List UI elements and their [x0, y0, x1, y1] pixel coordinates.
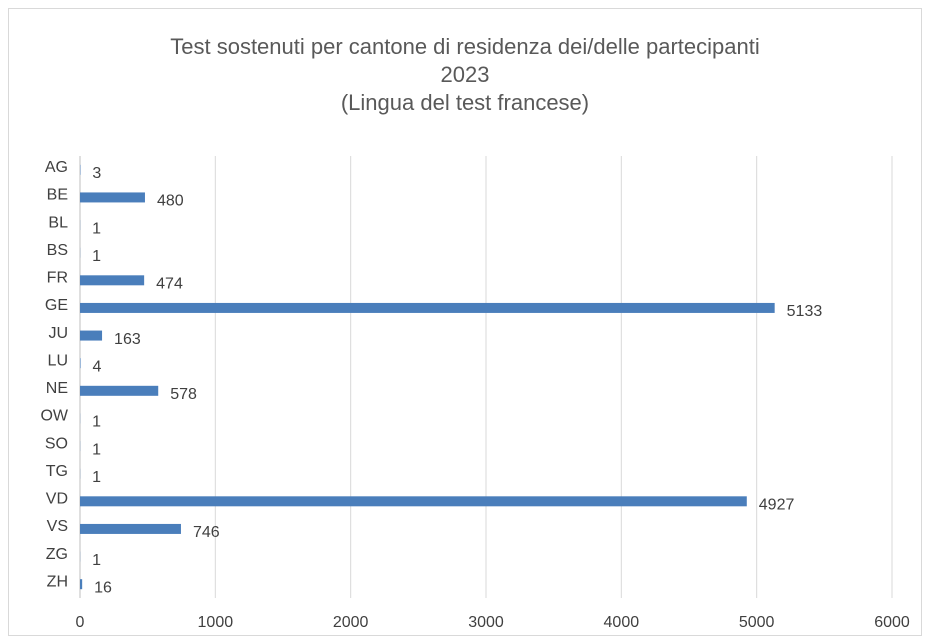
x-tick-label: 1000 — [198, 614, 234, 631]
chart-title: (Lingua del test francese) — [341, 90, 589, 115]
data-label: 16 — [94, 579, 112, 596]
x-tick-label: 4000 — [604, 614, 640, 631]
y-tick-label: LU — [48, 352, 68, 369]
data-label: 1 — [92, 469, 101, 486]
data-label: 480 — [157, 193, 184, 210]
data-label: 1 — [92, 248, 101, 265]
bar — [80, 385, 159, 396]
y-tick-label: BE — [47, 187, 68, 204]
bar — [80, 496, 747, 507]
y-tick-label: ZG — [46, 546, 68, 563]
x-tick-label: 6000 — [874, 614, 910, 631]
bar — [80, 330, 103, 341]
y-tick-label: FR — [47, 270, 68, 287]
y-tick-label: NE — [46, 380, 68, 397]
data-label: 4927 — [759, 497, 795, 514]
bar — [80, 275, 145, 286]
y-tick-label: ZH — [47, 573, 68, 590]
y-tick-label: VD — [46, 491, 68, 508]
bar — [80, 523, 181, 534]
y-tick-label: VS — [47, 518, 68, 535]
y-tick-label: TG — [46, 463, 68, 480]
x-tick-label: 3000 — [468, 614, 504, 631]
data-label: 1 — [92, 414, 101, 431]
y-tick-label: GE — [45, 297, 68, 314]
data-label: 163 — [114, 331, 141, 348]
y-tick-label: AG — [45, 159, 68, 176]
bar — [80, 192, 145, 203]
data-label: 4 — [93, 358, 102, 375]
data-label: 746 — [193, 524, 220, 541]
x-tick-label: 0 — [76, 614, 85, 631]
data-label: 578 — [170, 386, 197, 403]
y-tick-label: JU — [48, 325, 68, 342]
bar — [80, 358, 81, 369]
data-label: 5133 — [787, 303, 823, 320]
data-label: 1 — [92, 220, 101, 237]
bar — [80, 302, 775, 313]
data-label: 1 — [92, 552, 101, 569]
chart-title: 2023 — [441, 62, 490, 87]
y-tick-label: OW — [40, 408, 68, 425]
x-tick-label: 2000 — [333, 614, 369, 631]
y-tick-label: BL — [48, 214, 68, 231]
data-label: 1 — [92, 441, 101, 458]
data-label: 474 — [156, 276, 183, 293]
y-tick-label: SO — [45, 435, 68, 452]
x-tick-label: 5000 — [739, 614, 775, 631]
data-label: 3 — [92, 165, 101, 182]
chart-title: Test sostenuti per cantone di residenza … — [170, 34, 759, 59]
bar — [80, 579, 83, 590]
y-tick-label: BS — [47, 242, 68, 259]
